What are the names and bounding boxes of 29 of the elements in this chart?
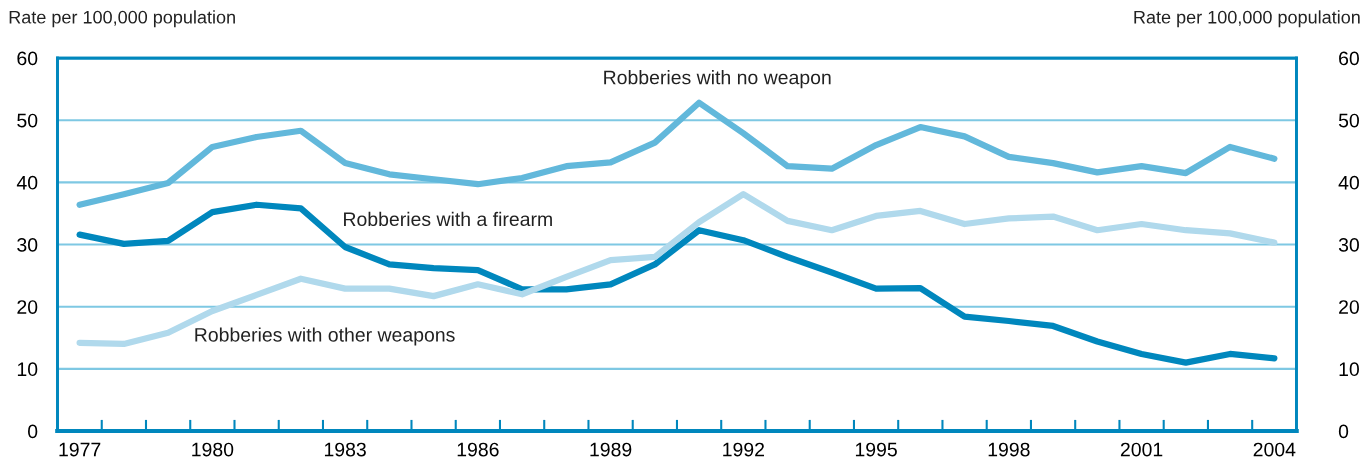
series-label: Robberies with no weapon (604, 70, 831, 89)
y-tick-label: 50 (17, 113, 38, 128)
x-tick-label: 1998 (988, 442, 1030, 457)
y2-tick-label: 20 (1339, 300, 1359, 314)
y2-tick-label: 40 (1338, 175, 1359, 190)
y2-tick-label: 50 (1338, 113, 1359, 128)
x-tick-label: 1977 (59, 442, 101, 457)
x-tick-label: 1980 (192, 442, 234, 457)
y2-tick-label: 0 (1338, 424, 1349, 439)
x-tick-label: 1983 (324, 442, 366, 457)
y2-tick-label: 30 (1338, 238, 1359, 252)
x-tick-label: 1989 (590, 442, 632, 457)
y2-tick-label: 10 (1339, 362, 1359, 377)
x-tick-label: 2004 (1253, 442, 1296, 457)
y-tick-label: 40 (16, 175, 38, 190)
y-tick-label: 0 (28, 424, 38, 439)
series-label: Robberies with a firearm (344, 211, 552, 227)
y-axis-title: Rate per 100,000 population (9, 10, 235, 28)
y-tick-label: 60 (17, 51, 38, 66)
x-tick-label: 1986 (457, 442, 499, 457)
y-tick-label: 10 (17, 362, 38, 377)
x-tick-label: 1992 (723, 442, 764, 457)
series-label: Robberies with other weapons (195, 327, 455, 346)
y2-tick-label: 60 (1339, 51, 1359, 66)
x-tick-label: 1995 (855, 442, 897, 457)
y-tick-label: 30 (17, 238, 38, 252)
x-tick-label: 2001 (1120, 442, 1163, 457)
y-tick-label: 20 (17, 300, 38, 314)
y2-axis-title: Rate per 100,000 population (1134, 10, 1360, 28)
